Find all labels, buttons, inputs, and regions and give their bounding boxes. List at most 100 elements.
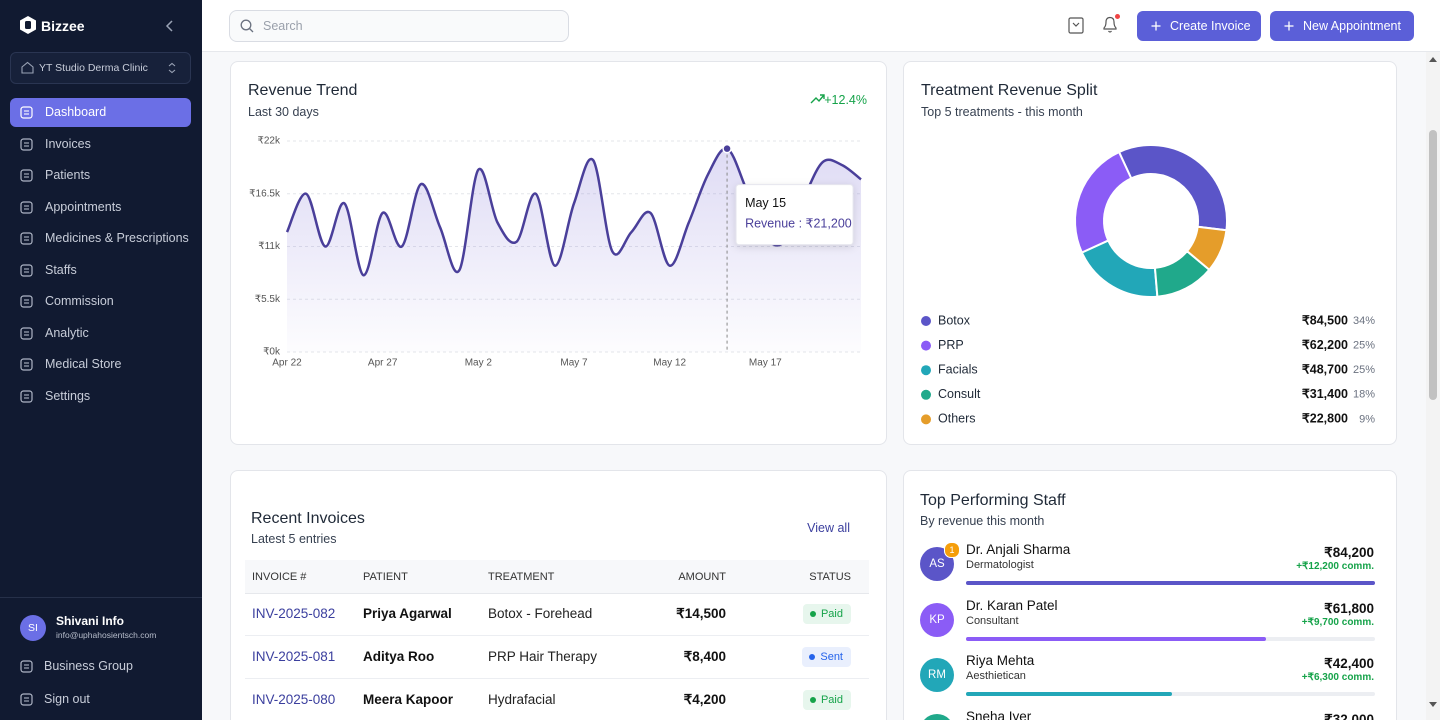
clinic-selector[interactable]: YT Studio Derma Clinic <box>10 52 191 84</box>
action-button[interactable]: New Appointment <box>1270 11 1414 41</box>
nav-item[interactable]: Medical Store <box>10 350 191 379</box>
donut-segment <box>1153 249 1211 298</box>
card-subtitle: Last 30 days <box>248 105 319 119</box>
x-tick-label: May 7 <box>560 358 588 369</box>
y-tick-label: ₹16.5k <box>249 188 281 199</box>
avatar-initials: AS <box>929 558 945 570</box>
patient-name: Aditya Roo <box>363 649 435 664</box>
staff-role: Aesthietican <box>966 670 1026 682</box>
sidebar: Bizzee YT Studio Derma Clinic Dashboard Inv… <box>0 0 202 720</box>
icon <box>20 693 33 706</box>
icon <box>20 660 33 673</box>
nav-item[interactable]: Medicines & Prescriptions <box>10 224 191 253</box>
legend-label: PRP <box>938 338 964 352</box>
notification-button[interactable] <box>1101 14 1121 34</box>
footer-item[interactable]: Business Group <box>10 655 191 677</box>
nav-item[interactable]: Settings <box>10 382 191 411</box>
status-label: Sent <box>820 651 843 663</box>
tooltip-amount: ₹21,200 <box>806 217 852 231</box>
icon-shape <box>1068 17 1084 34</box>
legend-percent: 18% <box>1353 389 1375 401</box>
legend-swatch <box>921 389 931 400</box>
treatment-name: Botox - Forehead <box>488 606 593 621</box>
legend-amount: ₹84,500 <box>1302 313 1348 327</box>
footer-item[interactable]: Sign out <box>10 688 191 710</box>
arrow <box>1429 57 1437 62</box>
icon-shape <box>20 326 33 340</box>
staff-name: Dr. Anjali Sharma <box>966 542 1071 557</box>
legend-amount: ₹22,800 <box>1302 412 1348 426</box>
status-pill: Paid <box>802 690 851 710</box>
nav-item[interactable]: Appointments <box>10 193 191 222</box>
avatar-initials: SI <box>28 622 38 634</box>
y-tick-label: ₹0k <box>263 347 281 358</box>
staff-avatar: RM <box>920 658 954 692</box>
rank-badge: 1 <box>944 542 960 558</box>
nav-label: Settings <box>45 388 91 403</box>
status-dot <box>809 654 816 660</box>
calendar-button[interactable] <box>1068 17 1084 34</box>
tooltip-box <box>735 184 854 246</box>
rank-number: 1 <box>949 545 955 555</box>
nav-label: Dashboard <box>45 105 107 119</box>
donut-segment <box>1117 144 1228 232</box>
nav-item[interactable]: Staffs <box>10 256 191 285</box>
nav-item[interactable]: Commission <box>10 287 191 316</box>
chevron <box>168 69 176 74</box>
view-all-link[interactable]: View all <box>807 521 850 535</box>
brand-name: Bizzee <box>41 18 85 34</box>
icon-shape <box>21 61 34 74</box>
scrollbar[interactable] <box>1426 52 1440 720</box>
card-subtitle: Top 5 treatments - this month <box>921 105 1083 119</box>
logo <box>20 16 36 34</box>
logo-mark <box>25 21 31 29</box>
search-input[interactable]: Search <box>229 10 569 42</box>
icon <box>20 169 33 182</box>
staff-card: Top Performing Staff By revenue this mont… <box>903 470 1397 720</box>
invoice-number[interactable]: INV-2025-082 <box>252 606 336 621</box>
patient-name: Meera Kapoor <box>363 692 454 707</box>
notification-dot <box>1115 14 1120 19</box>
icon-shape <box>20 660 33 673</box>
nav-item[interactable]: Dashboard <box>10 98 191 127</box>
icon <box>20 263 33 277</box>
scrollbar-thumb[interactable] <box>1429 130 1437 400</box>
staff-name: Dr. Karan Patel <box>966 597 1058 613</box>
invoice-number[interactable]: INV-2025-081 <box>252 649 336 664</box>
nav-item[interactable]: Invoices <box>10 130 191 159</box>
icon <box>20 232 33 245</box>
staff-commission: +₹12,200 comm. <box>1296 561 1374 572</box>
staff-role: Dermatologist <box>966 559 1034 571</box>
icon <box>20 200 33 214</box>
tooltip-value: Revenue : ₹21,200 <box>745 217 852 231</box>
collapse-button <box>165 20 173 32</box>
icon <box>1151 21 1161 31</box>
legend-label: Facials <box>938 362 978 376</box>
revenue-card: Revenue Trend Last 30 days +12.4% ₹0k ₹5.5k ₹… <box>230 61 887 445</box>
invoice-number[interactable]: INV-2025-080 <box>252 692 336 707</box>
icon <box>20 295 33 308</box>
icon-shape <box>20 137 33 151</box>
legend-label: Others <box>938 412 976 426</box>
action-button[interactable]: Create Invoice <box>1137 11 1261 41</box>
table-row <box>245 679 869 720</box>
staff-role: Consultant <box>966 614 1019 627</box>
search-placeholder: Search <box>263 19 303 33</box>
nav-item[interactable]: Patients <box>10 161 191 190</box>
table-header <box>245 560 869 594</box>
staff-commission: +₹9,700 comm. <box>1301 616 1374 628</box>
x-tick-label: May 17 <box>749 358 782 369</box>
invoice-amount: ₹4,200 <box>683 692 726 707</box>
donut-segment <box>1185 225 1228 272</box>
column-header: AMOUNT <box>678 571 726 583</box>
nav-item[interactable]: Analytic <box>10 319 191 348</box>
legend-percent: 25% <box>1353 364 1375 376</box>
patient-name: Priya Agarwal <box>363 606 452 621</box>
card-title: Top Performing Staff <box>920 492 1066 509</box>
status-dot <box>809 611 816 617</box>
y-tick-label: ₹11k <box>258 241 281 252</box>
status-label: Paid <box>820 694 843 706</box>
trend-change: +12.4% <box>824 93 867 107</box>
column-header: STATUS <box>809 571 851 583</box>
tooltip-category: May 15 <box>745 196 786 210</box>
